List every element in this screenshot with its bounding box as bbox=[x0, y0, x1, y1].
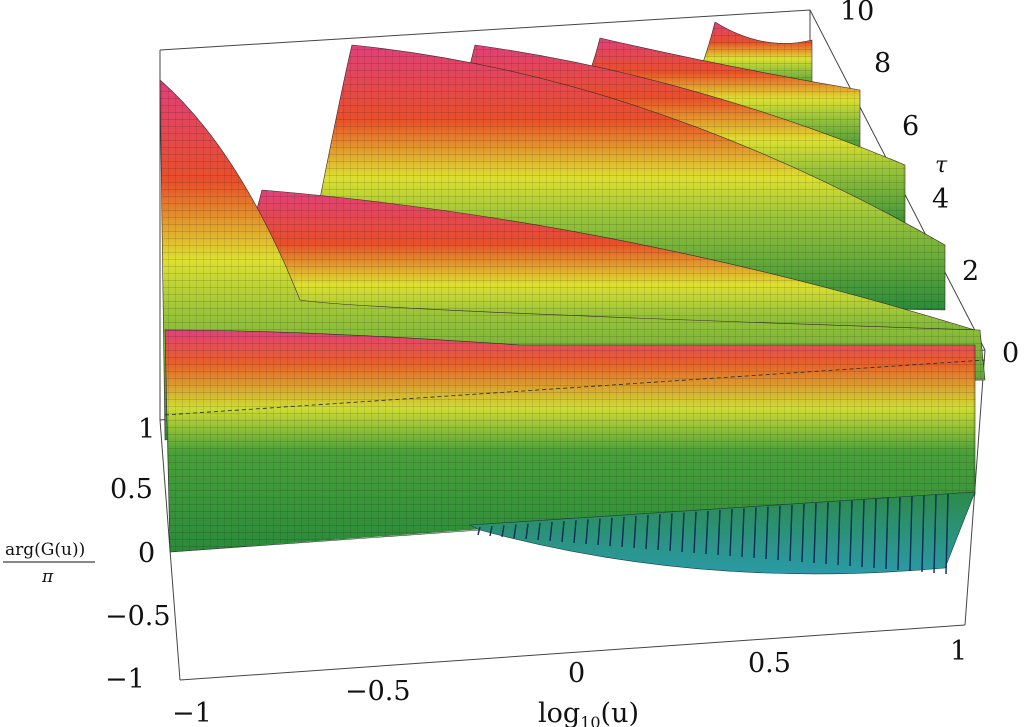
surface-curtain-line bbox=[477, 526, 481, 536]
surface-curtain-line bbox=[729, 509, 733, 557]
z-tick-label: 0.5 bbox=[110, 474, 153, 505]
y-tick-label: 0 bbox=[1002, 338, 1019, 369]
surface-curtain-line bbox=[609, 517, 613, 547]
surface-curtain-line bbox=[753, 507, 757, 559]
y-tick-label: 10 bbox=[840, 0, 874, 27]
surface-curtain bbox=[468, 491, 976, 575]
y-tick-label: 8 bbox=[874, 48, 891, 79]
surface-curtain-line bbox=[909, 496, 913, 572]
surface-curtain-line bbox=[537, 522, 541, 541]
surface-curtain-line bbox=[525, 523, 529, 540]
x-tick-label: −1 bbox=[172, 698, 212, 727]
z-tick-label: 0 bbox=[138, 538, 155, 569]
y-tick-label: 2 bbox=[962, 256, 979, 287]
surface-front-mesh bbox=[165, 330, 975, 552]
surface-curtain-line bbox=[669, 513, 673, 552]
surface-curtain-line bbox=[945, 493, 949, 575]
surface-curtain-line bbox=[861, 499, 865, 568]
x-tick-label: 1 bbox=[950, 636, 967, 667]
surface-curtain-line bbox=[921, 495, 925, 573]
surface-curtain-line bbox=[621, 516, 625, 548]
z-axis-ticks: −1 −0.5 0 0.5 1 bbox=[105, 414, 171, 695]
x-tick-label: −0.5 bbox=[345, 676, 411, 707]
surface bbox=[159, 21, 986, 575]
surface-curtain-line bbox=[885, 498, 889, 570]
x-tick-label: 0 bbox=[568, 658, 585, 689]
surface-curtain-line bbox=[849, 500, 853, 567]
surface-curtain-line bbox=[717, 509, 721, 556]
surface-curtain-line bbox=[645, 515, 649, 550]
surface-curtain-line bbox=[789, 504, 793, 562]
x-axis-label: log10(u) bbox=[538, 698, 639, 727]
y-tick-label: 4 bbox=[932, 184, 949, 215]
z-tick-label: −1 bbox=[105, 664, 145, 695]
surface-curtain-line bbox=[681, 512, 685, 553]
z-axis-label: arg(G(u)) π bbox=[3, 540, 95, 587]
z-tick-label: −0.5 bbox=[105, 601, 171, 632]
surface-curtain-line bbox=[813, 503, 817, 564]
surface-curtain-line bbox=[741, 508, 745, 558]
surface-curtain-line bbox=[837, 501, 841, 566]
surface-curtain-line bbox=[633, 515, 637, 549]
surface-curtain-line bbox=[705, 510, 709, 555]
surface-curtain-line bbox=[561, 520, 565, 543]
x-axis-ticks: −1 −0.5 0 0.5 1 bbox=[172, 636, 967, 727]
surface-curtain-line bbox=[933, 494, 937, 574]
svg-text:π: π bbox=[41, 567, 54, 587]
y-tick-label: 6 bbox=[902, 111, 919, 142]
surface-curtain-line bbox=[825, 502, 829, 565]
surface-curtain-line bbox=[897, 497, 901, 571]
x-tick-label: 0.5 bbox=[748, 648, 791, 679]
y-axis-label: τ bbox=[935, 153, 948, 178]
surface-curtain-line bbox=[573, 520, 577, 544]
y-axis-ticks: 0 2 4 6 810 bbox=[840, 0, 1019, 369]
surface-curtain-line bbox=[501, 525, 505, 538]
z-tick-label: 1 bbox=[138, 414, 155, 445]
zero-plane-line bbox=[164, 359, 986, 416]
surface-curtain-line bbox=[693, 511, 697, 554]
surface-curtain-line bbox=[549, 521, 553, 542]
svg-text:log10(u): log10(u) bbox=[538, 698, 639, 727]
svg-text:arg(G(u)): arg(G(u)) bbox=[5, 540, 85, 560]
surface-curtain-line bbox=[801, 504, 805, 563]
surface-curtain-line bbox=[489, 526, 493, 537]
surface-curtain-line bbox=[777, 505, 781, 561]
surface-curtain-line bbox=[657, 514, 661, 551]
surface-curtain-line bbox=[765, 506, 769, 560]
surface-curtain-line bbox=[597, 518, 601, 546]
surface-curtain-line bbox=[513, 524, 517, 539]
surface-curtain-line bbox=[585, 519, 589, 545]
surface-curtain-line bbox=[873, 498, 877, 569]
